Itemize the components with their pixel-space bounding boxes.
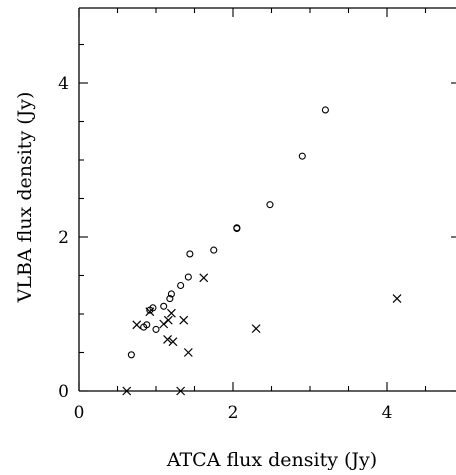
- cross-point: [166, 308, 176, 318]
- cross-point: [392, 294, 402, 304]
- y-axis-label: VLBA flux density (Jy): [14, 92, 36, 304]
- data-points: [122, 106, 402, 396]
- circle-point: [160, 302, 168, 310]
- circle-point: [166, 295, 174, 303]
- x-tick-label: 2: [228, 403, 239, 423]
- x-tick-label: 0: [74, 403, 85, 423]
- cross-point: [163, 334, 172, 344]
- cross-point: [176, 386, 186, 396]
- plot-frame: [78, 7, 456, 392]
- circle-point: [149, 304, 157, 312]
- circle-point: [186, 250, 194, 258]
- axis-ticks: [78, 8, 456, 392]
- y-tick-label: 0: [58, 382, 69, 402]
- cross-point: [168, 337, 178, 347]
- circle-point: [233, 224, 241, 232]
- cross-point: [163, 315, 173, 325]
- cross-point: [251, 324, 261, 334]
- circle-point: [167, 290, 175, 298]
- y-tick-label: 4: [58, 74, 69, 94]
- circle-point: [266, 201, 274, 209]
- circle-point: [177, 281, 185, 290]
- cross-point: [132, 320, 142, 330]
- y-tick-label: 2: [58, 228, 69, 248]
- circle-point: [184, 273, 192, 281]
- cross-point: [199, 273, 209, 283]
- cross-point: [122, 386, 132, 396]
- circle-point: [298, 152, 306, 160]
- x-axis-label: ATCA flux density (Jy): [166, 449, 377, 470]
- circle-point: [321, 106, 329, 114]
- cross-point: [145, 307, 155, 317]
- circle-point: [143, 321, 151, 329]
- x-tick-label: 4: [382, 403, 393, 423]
- tick-labels: 0 2 4 0 2 4: [58, 74, 392, 423]
- circle-point: [210, 246, 218, 254]
- cross-point: [179, 315, 189, 325]
- circle-point: [152, 325, 160, 333]
- cross-point: [183, 348, 193, 357]
- circle-point: [127, 351, 135, 359]
